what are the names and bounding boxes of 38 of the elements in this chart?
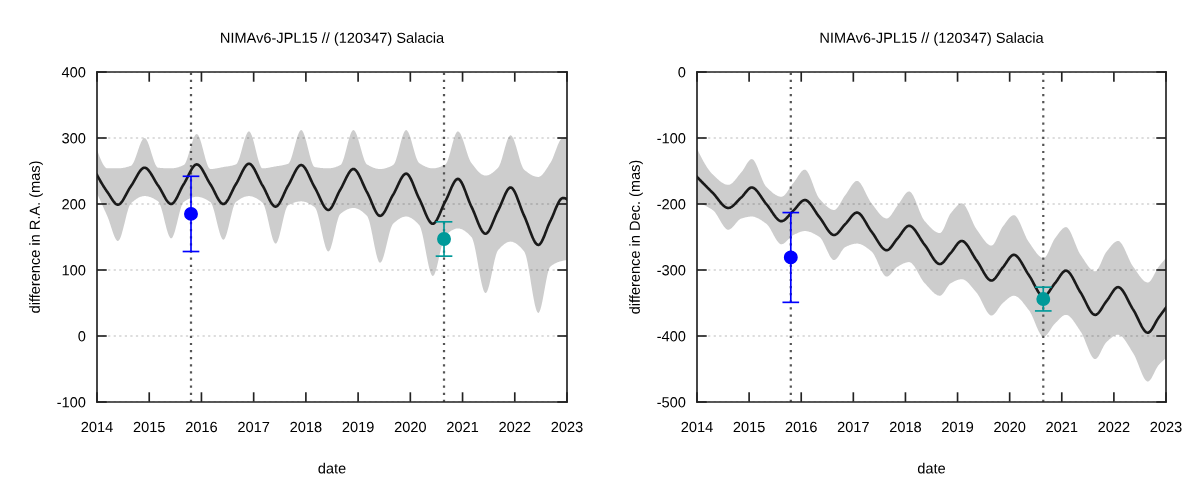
y-axis-title: difference in Dec. (mas) [629,160,643,314]
x-tick-label: 2014 [681,421,713,433]
y-tick-label: -100 [657,133,686,144]
x-tick-label: 2017 [238,421,270,433]
y-tick-label: -500 [657,397,686,408]
y-tick-label: -100 [57,397,86,408]
x-tick-label: 2019 [342,421,374,433]
x-tick-label: 2017 [837,421,869,433]
x-axis-title: date [917,462,946,474]
y-axis-title: difference in R.A. (mas) [29,161,43,313]
chart-title: NIMAv6-JPL15 // (120347) Salacia [820,32,1044,46]
x-tick-label: 2016 [785,421,817,433]
y-tick-label: 0 [678,67,686,78]
x-tick-label: 2018 [889,421,922,433]
x-tick-label: 2021 [1046,421,1078,433]
x-tick-label: 2022 [1098,421,1130,433]
y-tick-label: -300 [657,265,686,276]
y-tick-label: 0 [78,331,86,342]
y-tick-label: -200 [657,199,686,210]
x-tick-label: 2015 [133,421,165,433]
y-tick-label: 100 [62,265,86,276]
x-tick-label: 2023 [1150,421,1182,433]
x-tick-label: 2016 [185,421,218,433]
x-tick-label: 2018 [290,421,322,433]
x-tick-label: 2022 [499,421,531,433]
y-tick-label: 200 [62,199,86,210]
x-tick-label: 2020 [994,421,1026,433]
x-tick-label: 2023 [551,421,583,433]
chart-title: NIMAv6-JPL15 // (120347) Salacia [221,32,445,46]
x-tick-label: 2021 [447,421,479,433]
y-tick-label: 400 [61,67,86,78]
y-tick-label: -400 [657,331,686,342]
x-tick-label: 2020 [394,421,426,433]
x-tick-label: 2015 [733,421,765,433]
y-tick-label: 300 [62,133,86,144]
x-tick-label: 2019 [942,421,974,433]
x-tick-label: 2014 [81,421,113,433]
x-axis-title: date [318,462,346,474]
